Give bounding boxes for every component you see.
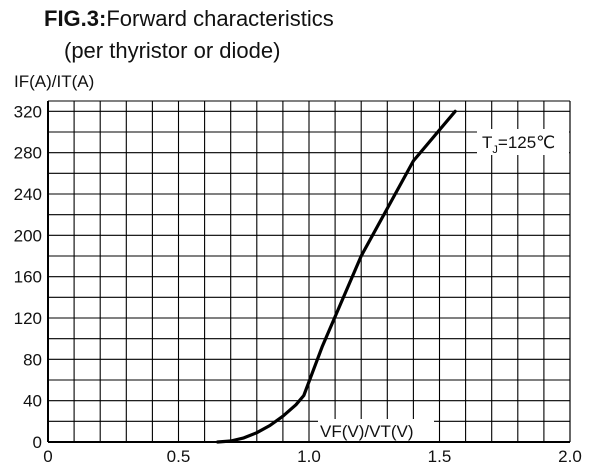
y-tick-label: 160: [14, 268, 42, 287]
x-tick-label: 1.0: [297, 447, 321, 466]
y-tick-label: 0: [33, 433, 42, 452]
y-tick-label: 120: [14, 309, 42, 328]
x-axis-label: VF(V)/VT(V): [320, 422, 414, 441]
x-tick-label: 1.5: [428, 447, 452, 466]
data-point: [412, 160, 415, 162]
y-tick-label: 320: [14, 102, 42, 121]
y-tick-label: 240: [14, 185, 42, 204]
chart-title: FIG.3:Forward characteristics: [44, 6, 334, 32]
figure-label: FIG.3:: [44, 6, 107, 31]
data-point: [302, 394, 305, 397]
x-tick-label: 2.0: [558, 447, 582, 466]
data-point: [282, 415, 284, 417]
x-tick-label: 0: [43, 447, 52, 466]
data-point: [269, 424, 271, 427]
junction-temperature-annotation: TJ=125℃: [482, 133, 555, 156]
forward-characteristic-curve: [216, 109, 457, 444]
data-point: [295, 404, 297, 406]
data-point: [454, 110, 456, 113]
x-axis-label-background: [318, 419, 434, 441]
y-axis-label: IF(A)/IT(A): [14, 72, 94, 91]
x-axis-label-group: VF(V)/VT(V): [318, 419, 434, 441]
y-tick-label: 280: [14, 144, 42, 163]
annotation-subscript: J: [492, 144, 498, 156]
chart-subtitle: (per thyristor or diode): [64, 38, 281, 63]
data-point: [229, 440, 232, 442]
temperature-annotation-group: TJ=125℃: [477, 129, 569, 156]
figure-title-text: Forward characteristics: [106, 6, 334, 31]
series-layer: [216, 109, 457, 444]
data-point: [360, 255, 363, 257]
annotation-rest: =125℃: [498, 133, 555, 152]
data-point: [255, 431, 258, 434]
y-tick-label: 200: [14, 226, 42, 245]
x-tick-label: 0.5: [167, 447, 191, 466]
data-point: [321, 346, 323, 348]
y-tick-label: 80: [23, 350, 42, 369]
annotation-background: [477, 129, 569, 155]
tick-labels: 0 40 80 120 160 200 240 280 320 0 0.5 1.0 1.5 2.0: [14, 102, 582, 466]
y-tick-label: 40: [23, 392, 42, 411]
axes: [47, 100, 571, 443]
data-point: [242, 437, 245, 439]
annotation-main: T: [482, 133, 492, 152]
data-point: [216, 441, 219, 443]
